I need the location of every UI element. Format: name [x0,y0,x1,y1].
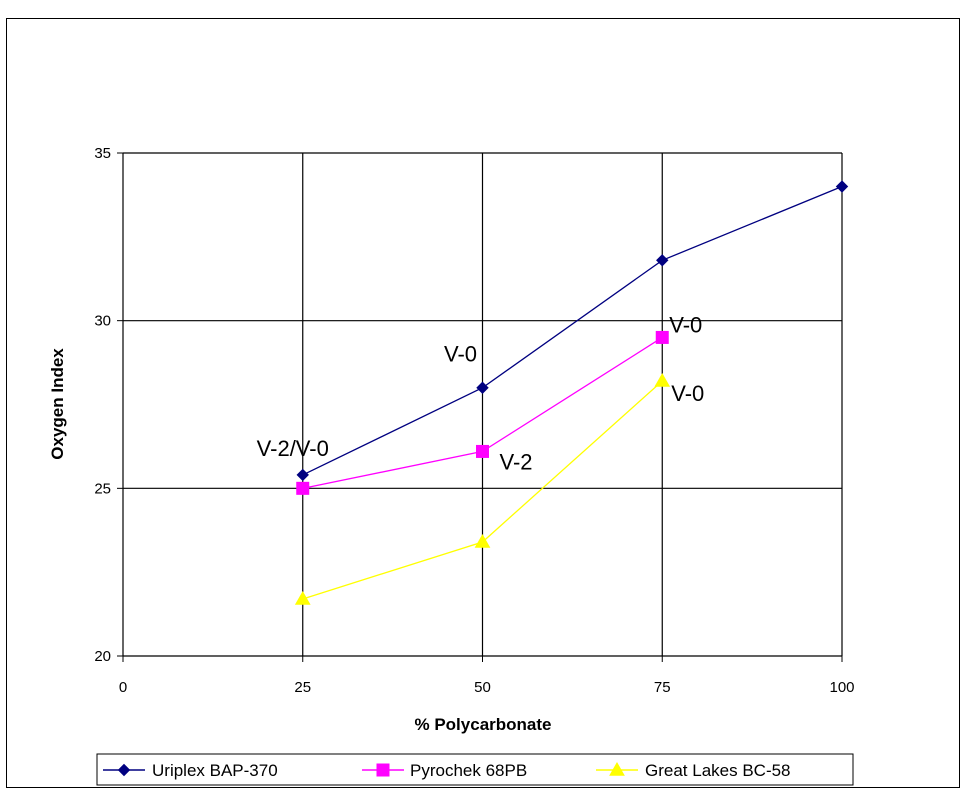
y-tick-label: 25 [94,480,111,497]
data-point [297,469,308,480]
x-tick-label: 25 [294,679,311,696]
annotation-label: V-0 [671,381,704,406]
x-tick-label: 50 [474,679,491,696]
data-point [477,382,488,393]
grid-layer [123,153,842,656]
legend-items: Uriplex BAP-370 Pyrochek 68PB Great Lakes … [103,761,791,780]
data-point [297,482,309,494]
y-tick-label: 30 [94,313,111,330]
annotation-label: V-0 [669,312,702,337]
legend-label: Great Lakes BC-58 [645,761,791,780]
data-point [655,374,669,386]
annotation-label: V-0 [444,342,477,367]
legend: Uriplex BAP-370 Pyrochek 68PB Great Lakes … [97,754,853,785]
legend-marker [377,764,389,776]
series-line [303,187,842,475]
y-tick-label: 20 [94,648,111,665]
y-tick-label: 35 [94,145,111,162]
x-tick-label: 100 [829,679,854,696]
data-point [656,331,668,343]
data-point [477,445,489,457]
series-layer [296,181,848,604]
y-axis-title: Oxygen Index [48,348,67,460]
x-tick-label: 75 [654,679,671,696]
series-0 [297,181,847,480]
legend-label: Uriplex BAP-370 [152,761,278,780]
data-point [837,181,848,192]
x-tick-label: 0 [119,679,127,696]
legend-label: Pyrochek 68PB [410,761,527,780]
data-point [657,255,668,266]
x-axis-title: % Polycarbonate [415,715,552,734]
annotation-label: V-2 [500,449,533,474]
annotation-label: V-2/V-0 [257,436,329,461]
